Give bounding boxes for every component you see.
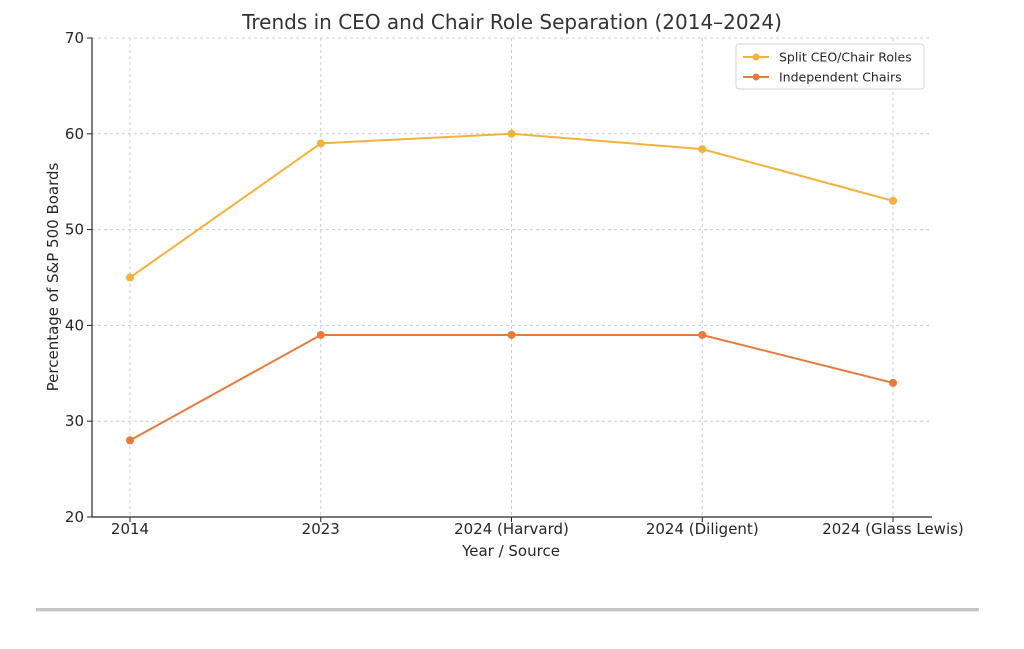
x-tick-label: 2024 (Diligent) — [646, 520, 759, 538]
y-tick-label: 40 — [65, 316, 84, 334]
data-point — [126, 273, 134, 282]
x-axis-title: Year / Source — [461, 542, 560, 560]
data-point — [316, 330, 325, 339]
legend-label: Independent Chairs — [779, 70, 902, 85]
x-tick-label: 2024 (Glass Lewis) — [822, 520, 964, 538]
data-point — [316, 139, 325, 148]
data-point — [889, 196, 897, 205]
data-point — [889, 378, 897, 387]
x-tick-label: 2023 — [302, 520, 340, 538]
y-axis-title: Percentage of S&P 500 Boards — [44, 162, 62, 391]
legend-box — [735, 43, 925, 90]
y-tick-label: 50 — [65, 221, 84, 239]
legend-marker — [752, 73, 760, 81]
series-0 — [126, 129, 897, 282]
grid-lines — [92, 37, 932, 518]
legend-marker — [752, 53, 760, 61]
y-tick-label: 70 — [65, 29, 84, 47]
x-tick-label: 2024 (Harvard) — [454, 520, 569, 538]
chart-title: Trends in CEO and Chair Role Separation … — [241, 10, 782, 34]
data-point — [507, 330, 516, 339]
series-layer — [126, 129, 897, 445]
legend-item: Split CEO/Chair Roles — [743, 50, 912, 65]
series-1 — [126, 330, 897, 445]
legend: Split CEO/Chair Roles Independent Chairs — [735, 43, 925, 90]
y-tick-label: 60 — [65, 125, 84, 143]
x-tick-label: 2014 — [111, 520, 149, 538]
y-tick-label: 20 — [65, 508, 84, 526]
legend-label: Split CEO/Chair Roles — [779, 50, 912, 65]
data-point — [507, 129, 516, 138]
legend-item: Independent Chairs — [743, 70, 902, 85]
data-point — [126, 436, 134, 445]
axes: 20 30 40 50 60 70 2014 2023 2024 (Harvard) 2024 (… — [65, 29, 964, 538]
data-point — [698, 145, 707, 154]
footer-divider — [36, 608, 979, 612]
y-tick-label: 30 — [65, 412, 84, 430]
data-point — [698, 330, 707, 339]
